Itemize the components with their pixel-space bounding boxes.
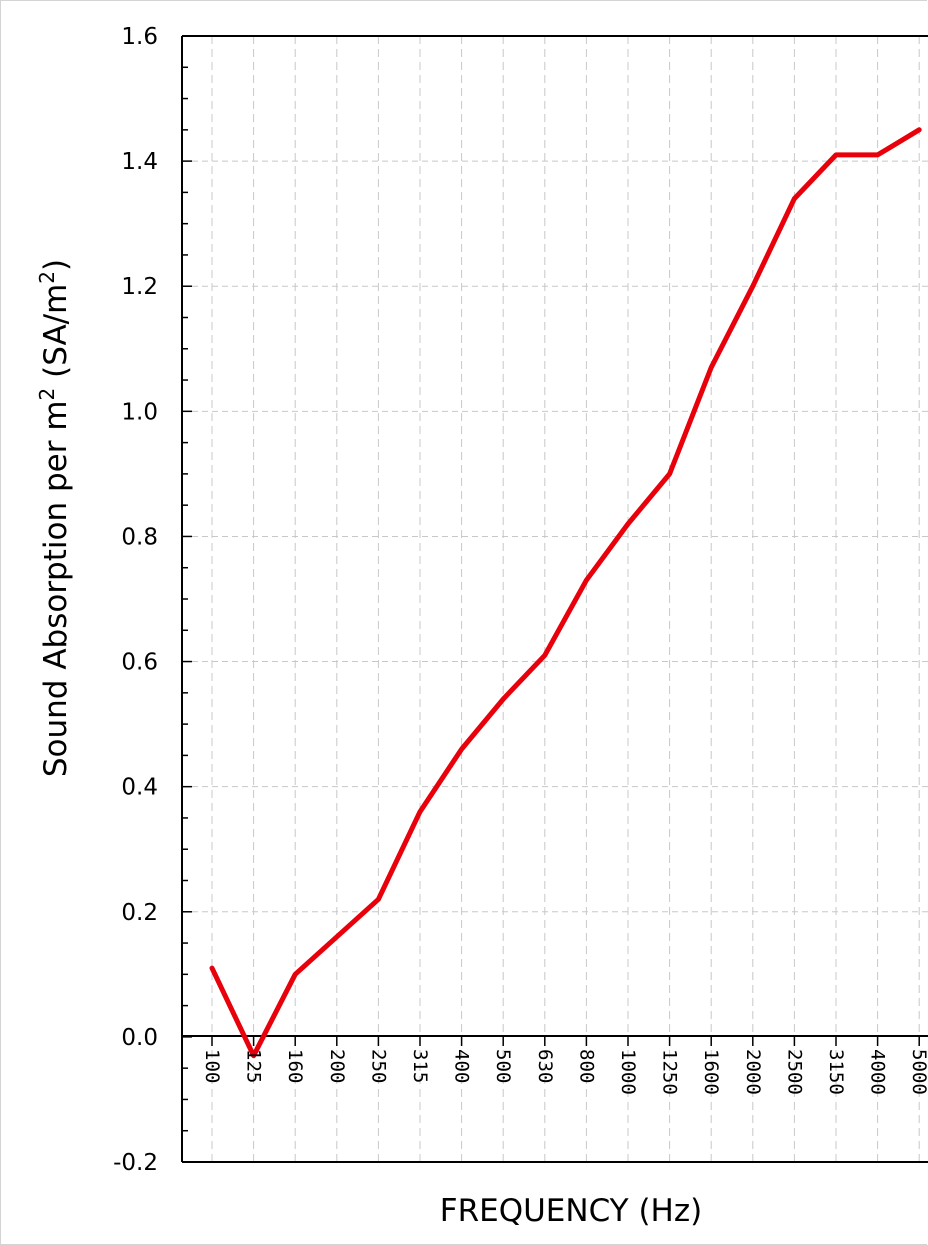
y-tick-label: 1.0 xyxy=(121,399,158,425)
tick-labels: -0.2 0.0 0.2 0.4 0.6 0.8 1.0 1.2 1.4 1.6 100 125 160… xyxy=(113,24,928,1176)
x-tick-label: 500 xyxy=(492,1049,514,1083)
y-tick-label: 1.4 xyxy=(121,149,158,175)
x-tick-label: 250 xyxy=(367,1049,389,1083)
x-tick-label: 200 xyxy=(326,1049,348,1083)
y-tick-label: 0.0 xyxy=(121,1025,158,1051)
y-axis-title-sup-1: 2 xyxy=(35,388,59,401)
y-tick-label: -0.2 xyxy=(113,1150,158,1176)
x-tick-label: 1250 xyxy=(659,1049,681,1095)
x-tick-label: 400 xyxy=(451,1049,473,1083)
grid xyxy=(182,36,928,1162)
x-tick-label: 125 xyxy=(243,1049,265,1083)
axes xyxy=(181,35,928,1163)
x-tick-label: 315 xyxy=(409,1049,431,1083)
y-axis-title-middle: (SA/m xyxy=(38,284,74,388)
x-tick-label: 5000 xyxy=(908,1049,928,1095)
x-tick-label: 2000 xyxy=(742,1049,764,1095)
y-tick-label: 0.8 xyxy=(121,524,158,550)
x-tick-label: 1000 xyxy=(617,1049,639,1095)
x-tick-label: 1600 xyxy=(700,1049,722,1095)
series xyxy=(209,127,922,1059)
y-tick-label: 0.4 xyxy=(121,775,158,801)
y-axis-title: Sound Absorption per m2 (SA/m2) xyxy=(35,259,74,777)
x-axis-title: FREQUENCY (Hz) xyxy=(440,1193,703,1229)
x-tick-label: 800 xyxy=(575,1049,597,1083)
x-tick-label: 630 xyxy=(534,1049,556,1083)
y-tick-label: 1.2 xyxy=(121,274,158,300)
x-tick-label: 3150 xyxy=(825,1049,847,1095)
y-tick-label: 0.6 xyxy=(121,650,158,676)
y-axis-title-suffix: ) xyxy=(38,259,74,271)
y-axis-title-sup-2: 2 xyxy=(35,271,59,284)
y-tick-label: 1.6 xyxy=(121,24,158,50)
x-tick-label: 2500 xyxy=(783,1049,805,1095)
y-tick-label: 0.2 xyxy=(121,900,158,926)
y-axis-title-prefix: Sound Absorption per m xyxy=(38,400,74,777)
x-tick-label: 160 xyxy=(284,1049,306,1083)
series-line xyxy=(209,127,922,1059)
x-tick-label: 4000 xyxy=(867,1049,889,1095)
x-tick-label: 100 xyxy=(201,1049,223,1083)
